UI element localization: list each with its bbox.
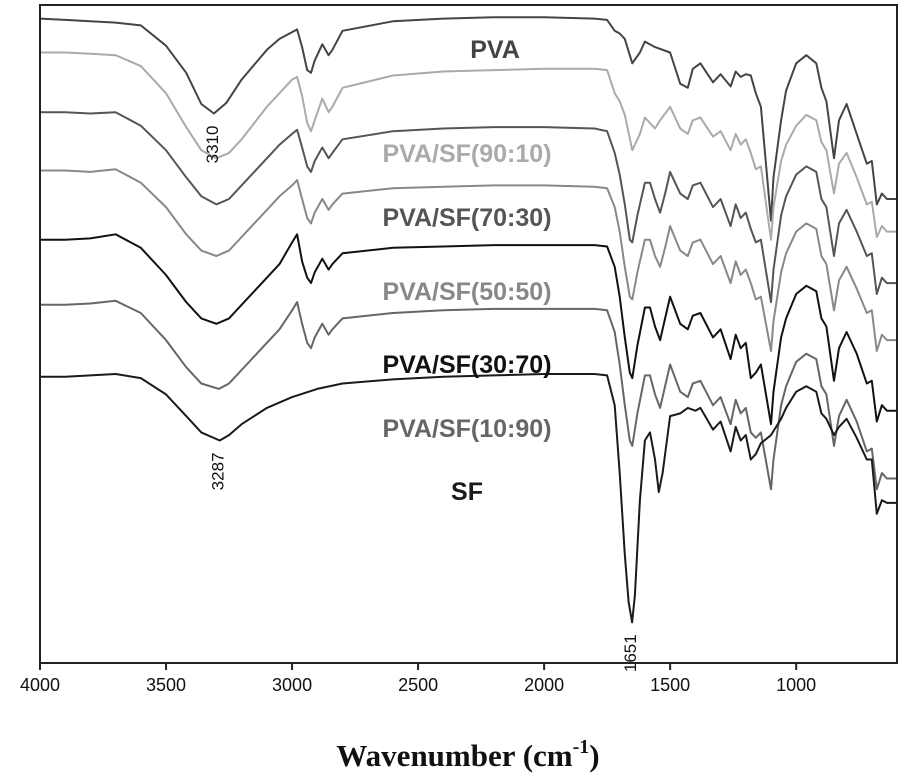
peak-annotation-3287: 3287 [209, 453, 228, 491]
x-tick-label-1000: 1000 [776, 675, 816, 695]
series-line-pva-sf-30-70 [40, 233, 897, 426]
x-tick-label-2500: 2500 [398, 675, 438, 695]
series-label-pva-sf-70-30: PVA/SF(70:30) [382, 204, 551, 232]
series-label-pva-sf-10-90: PVA/SF(10:90) [382, 415, 551, 443]
series-line-pva-sf-90-10 [40, 51, 897, 241]
x-tick-label-3500: 3500 [146, 675, 186, 695]
series-line-pva-sf-10-90 [40, 299, 897, 491]
series-label-pva-sf-50-50: PVA/SF(50:50) [382, 278, 551, 306]
series-line-pva-sf-50-50 [40, 168, 897, 352]
x-tick-label-4000: 4000 [20, 675, 60, 695]
series-line-sf [40, 373, 897, 624]
x-axis-title-superscript: -1 [573, 736, 590, 758]
series-line-pva-sf-70-30 [40, 111, 897, 304]
series-label-pva: PVA [470, 36, 520, 64]
peak-annotation-1651: 1651 [621, 634, 640, 672]
series-label-pva-sf-90-10: PVA/SF(90:10) [382, 140, 551, 168]
series-label-sf: SF [451, 478, 483, 506]
series-line-pva [39, 16, 897, 222]
x-axis-title: Wavenumber (cm-1) [336, 736, 599, 773]
spectra-curves [39, 16, 897, 624]
x-tick-label-2000: 2000 [524, 675, 564, 695]
x-tick-label-3000: 3000 [272, 675, 312, 695]
plot-frame [39, 4, 898, 664]
x-axis-ticks: 4000 3500 3000 2500 2000 1500 1000 [20, 663, 816, 695]
peak-annotation-3310: 3310 [203, 126, 222, 164]
x-tick-label-1500: 1500 [650, 675, 690, 695]
series-labels: PVA PVA/SF(90:10) PVA/SF(70:30) PVA/SF(50:5… [382, 36, 551, 506]
series-label-pva-sf-30-70: PVA/SF(30:70) [382, 351, 551, 379]
